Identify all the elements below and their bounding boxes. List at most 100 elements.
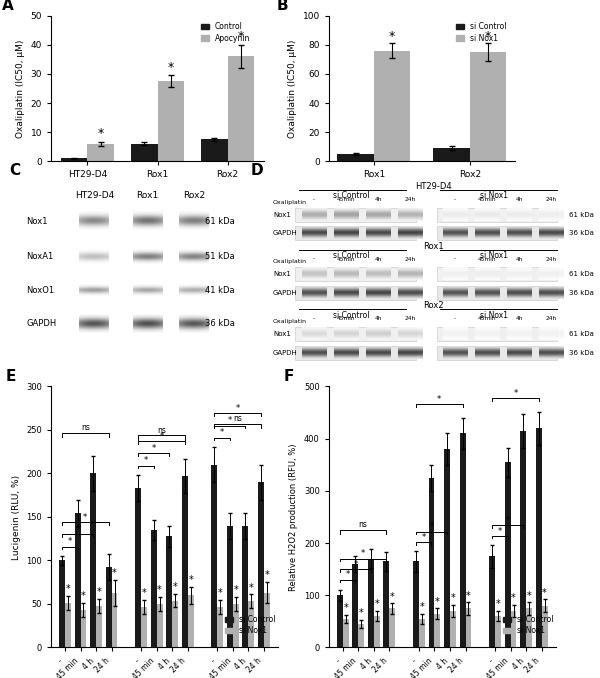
Text: *: *: [466, 591, 471, 601]
Text: NoxO1: NoxO1: [26, 285, 54, 295]
Text: *: *: [83, 513, 88, 522]
Text: 61 kDa: 61 kDa: [205, 217, 235, 226]
Bar: [59, 561, 65, 647]
Bar: [131, 144, 158, 161]
Text: 45min: 45min: [478, 256, 497, 262]
Text: *: *: [235, 404, 239, 413]
Bar: [201, 140, 227, 161]
Text: *: *: [233, 585, 238, 595]
Text: 45min: 45min: [337, 197, 355, 202]
Bar: [65, 603, 71, 647]
Bar: [264, 593, 270, 647]
Text: si Nox1: si Nox1: [481, 191, 508, 201]
Text: *: *: [498, 527, 502, 536]
Text: 45min: 45min: [478, 197, 497, 202]
Text: 51 kDa: 51 kDa: [205, 252, 235, 261]
Bar: [258, 482, 264, 647]
Legend: si Control, si Nox1: si Control, si Nox1: [453, 20, 509, 46]
Text: D: D: [251, 163, 263, 178]
Bar: [389, 608, 395, 647]
Text: Oxaliplatin: Oxaliplatin: [273, 319, 307, 324]
Bar: [106, 567, 112, 647]
Text: *: *: [81, 591, 86, 601]
Text: ns: ns: [157, 426, 166, 435]
Text: *: *: [227, 416, 232, 425]
Bar: [460, 433, 466, 647]
Text: 24h: 24h: [404, 256, 416, 262]
Bar: [88, 144, 114, 161]
Bar: [157, 81, 184, 161]
Bar: [526, 608, 532, 647]
Bar: [295, 267, 416, 281]
Bar: [337, 154, 374, 161]
Text: -: -: [454, 316, 456, 321]
Text: si Nox1: si Nox1: [481, 251, 508, 260]
Text: *: *: [218, 588, 223, 598]
Text: -: -: [313, 197, 315, 202]
Text: HT29-D4: HT29-D4: [415, 182, 452, 191]
Bar: [536, 428, 542, 647]
Bar: [437, 346, 557, 360]
Legend: si Control, si Nox1: si Control, si Nox1: [500, 612, 556, 639]
Text: C: C: [9, 163, 20, 178]
Bar: [295, 226, 416, 241]
Bar: [542, 605, 548, 647]
Bar: [413, 561, 419, 647]
Text: si Control: si Control: [334, 191, 370, 201]
Text: Rox2: Rox2: [184, 191, 205, 201]
Bar: [172, 601, 178, 647]
Bar: [434, 614, 440, 647]
Bar: [505, 462, 511, 647]
Bar: [217, 607, 223, 647]
Text: 4h: 4h: [374, 197, 382, 202]
Text: *: *: [361, 549, 365, 559]
Text: -: -: [454, 197, 456, 202]
Bar: [166, 536, 172, 647]
Text: 45min: 45min: [337, 256, 355, 262]
Text: *: *: [238, 31, 244, 43]
Text: *: *: [98, 127, 104, 140]
Text: 36 kDa: 36 kDa: [205, 319, 235, 328]
Text: *: *: [142, 588, 146, 598]
Bar: [295, 286, 416, 300]
Y-axis label: Oxaliplatin (IC50, μM): Oxaliplatin (IC50, μM): [16, 39, 25, 138]
Bar: [368, 559, 374, 647]
Text: 4h: 4h: [374, 256, 382, 262]
Text: 24h: 24h: [546, 316, 557, 321]
Bar: [227, 56, 254, 161]
Bar: [182, 476, 188, 647]
Bar: [233, 604, 239, 647]
Bar: [227, 525, 233, 647]
Text: GAPDH: GAPDH: [273, 290, 298, 296]
Text: Nox1: Nox1: [273, 331, 291, 337]
Text: 41 kDa: 41 kDa: [205, 285, 235, 295]
Y-axis label: Lucigenin (RLU, %): Lucigenin (RLU, %): [11, 475, 20, 559]
Bar: [419, 619, 425, 647]
Text: -: -: [454, 256, 456, 262]
Bar: [248, 601, 254, 647]
Bar: [157, 604, 163, 647]
Legend: si Control, si Nox1: si Control, si Nox1: [222, 612, 278, 639]
Bar: [437, 226, 557, 241]
Text: Nox1: Nox1: [273, 271, 291, 277]
Bar: [211, 465, 217, 647]
Bar: [112, 593, 118, 647]
Text: ns: ns: [81, 423, 90, 432]
Text: *: *: [157, 585, 162, 595]
Bar: [295, 327, 416, 341]
Text: *: *: [505, 516, 510, 525]
Text: B: B: [277, 0, 289, 13]
Text: *: *: [68, 537, 72, 546]
Text: 36 kDa: 36 kDa: [569, 290, 594, 296]
Text: 24h: 24h: [404, 197, 416, 202]
Text: ns: ns: [233, 414, 242, 424]
Text: GAPDH: GAPDH: [273, 231, 298, 237]
Bar: [450, 611, 456, 647]
Text: *: *: [527, 591, 532, 601]
Text: si Control: si Control: [334, 311, 370, 320]
Bar: [470, 52, 506, 161]
Text: *: *: [65, 584, 70, 595]
Bar: [433, 148, 470, 161]
Text: 45min: 45min: [478, 316, 497, 321]
Text: *: *: [265, 570, 269, 580]
